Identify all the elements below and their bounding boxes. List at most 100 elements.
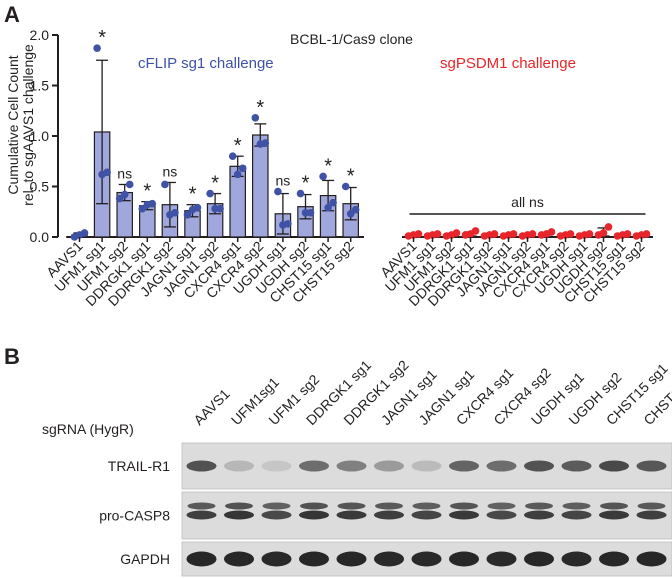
blot-band xyxy=(599,510,629,520)
right-data-point xyxy=(490,230,499,238)
blot-band xyxy=(525,502,553,510)
blot-band xyxy=(300,502,328,510)
blot-band xyxy=(637,502,666,510)
right-data-point xyxy=(452,229,461,237)
right-data-point xyxy=(547,228,556,236)
blot-band xyxy=(411,460,442,472)
blot-band xyxy=(486,551,517,567)
y-axis-title-line-1: Cumulative Cell Count xyxy=(5,55,21,194)
blot-band xyxy=(336,460,367,472)
y-tick-label: 2.0 xyxy=(30,27,50,43)
blot-band xyxy=(562,502,591,510)
left-data-point xyxy=(329,198,337,207)
blot-rows: TRAIL-R1 pro-CASP8 GAPDH xyxy=(99,442,672,577)
left-significance-label: ns xyxy=(163,163,178,179)
left-data-point xyxy=(324,203,332,212)
right-data-point xyxy=(585,230,594,238)
left-data-point xyxy=(228,152,237,160)
series-title-left: cFLIP sg1 challenge xyxy=(138,55,274,72)
blot-band xyxy=(374,510,404,520)
blot-band xyxy=(224,510,254,520)
blot-band xyxy=(449,460,479,472)
series-title-right: sgPSDM1 challenge xyxy=(440,55,576,72)
blot-band xyxy=(299,460,329,472)
blot-band xyxy=(561,551,592,567)
right-data-point xyxy=(433,230,442,238)
left-data-point xyxy=(251,114,260,122)
blot-band xyxy=(375,502,403,510)
right-data-point xyxy=(471,227,480,235)
left-bar xyxy=(252,134,269,238)
left-significance-label: * xyxy=(324,155,332,177)
blot-band xyxy=(411,551,442,567)
left-data-point xyxy=(274,187,282,196)
blot-band xyxy=(225,502,253,510)
blot-band xyxy=(636,551,667,567)
right-data-point xyxy=(604,223,613,231)
left-data-point xyxy=(161,180,169,189)
left-data-point xyxy=(284,220,292,228)
blot-band xyxy=(261,510,292,520)
blot-band xyxy=(524,460,554,472)
left-data-point xyxy=(233,170,242,179)
left-data-point xyxy=(351,205,360,214)
blot-band xyxy=(486,460,517,472)
panel-a-label: A xyxy=(4,2,20,27)
blot-band xyxy=(374,551,404,567)
blot-band xyxy=(261,460,292,472)
left-data-point xyxy=(171,208,179,217)
blot-band xyxy=(224,460,254,472)
blot-band xyxy=(636,510,667,520)
right-data-point xyxy=(599,229,608,237)
left-data-point xyxy=(238,164,247,173)
blot-band xyxy=(561,510,592,520)
y-axis-title-line-2: rel. to sgAAVS1 challenge xyxy=(20,44,36,206)
left-significance-label: * xyxy=(143,181,151,203)
left-data-point xyxy=(93,44,101,52)
blot-band xyxy=(449,510,479,520)
chart-a: Cumulative Cell Count rel. to sgAAVS1 ch… xyxy=(5,27,653,309)
y-axis: 0.0 0.5 1.0 1.5 2.0 xyxy=(30,27,59,245)
left-significance-label: * xyxy=(98,27,106,49)
left-significance-label: * xyxy=(234,135,242,157)
blot-band xyxy=(186,551,217,567)
blot-row-label: pro-CASP8 xyxy=(99,508,170,524)
left-significance-label: * xyxy=(347,166,355,188)
blot-band xyxy=(186,460,217,472)
y-tick-label: 0.5 xyxy=(30,179,50,195)
y-tick-label: 1.5 xyxy=(30,78,50,94)
blot-band xyxy=(262,502,291,510)
right-data-point xyxy=(414,230,423,238)
blot-band xyxy=(336,510,367,520)
blot-band xyxy=(299,551,329,567)
blot-row-label: GAPDH xyxy=(120,551,170,567)
y-tick-label: 0.0 xyxy=(30,229,50,245)
blot-band xyxy=(600,502,628,510)
blot-band xyxy=(487,502,516,510)
y-axis-title: Cumulative Cell Count rel. to sgAAVS1 ch… xyxy=(5,44,36,206)
blot-row-label: TRAIL-R1 xyxy=(108,458,170,474)
left-significance-label: * xyxy=(211,173,219,195)
left-data-point xyxy=(183,210,192,219)
blot-header-label: sgRNA (HygR) xyxy=(42,421,134,437)
all-ns-label: all ns xyxy=(511,194,544,210)
blot-band xyxy=(374,460,404,472)
blot-band xyxy=(636,460,667,472)
blot-band xyxy=(449,551,479,567)
blot-band xyxy=(336,551,367,567)
right-data-point xyxy=(509,230,518,238)
left-significance-label: * xyxy=(189,184,197,206)
chart-subtitle: BCBL-1/Cas9 clone xyxy=(290,31,413,47)
blot-band xyxy=(261,551,292,567)
blot-band xyxy=(561,460,592,472)
left-data-point xyxy=(80,229,89,237)
left-data-point xyxy=(319,172,327,181)
left-data-point xyxy=(216,204,224,213)
left-data-point xyxy=(193,203,202,212)
right-data-point xyxy=(623,230,632,238)
blot-lane-label: AAVS1 xyxy=(190,385,233,428)
blot-band xyxy=(524,510,554,520)
